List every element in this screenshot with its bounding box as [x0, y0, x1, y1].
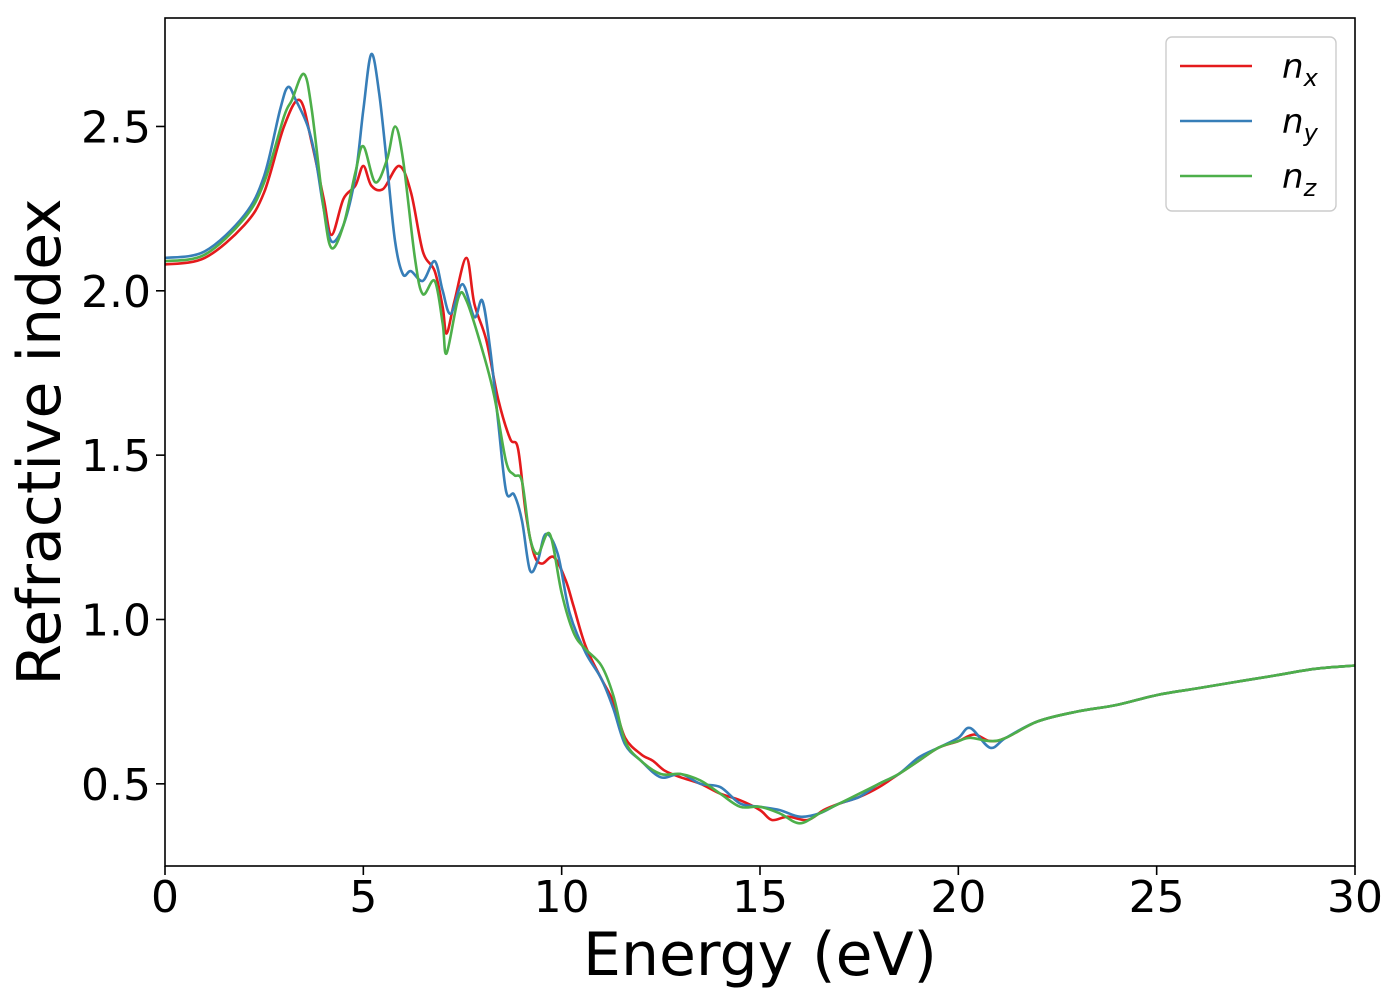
legend: nx ny nz	[1165, 36, 1337, 212]
legend-label-z: nz	[1282, 157, 1318, 202]
x-tick-label: 30	[1327, 872, 1383, 923]
x-axis-label: Energy (eV)	[583, 920, 937, 990]
x-tick-label: 25	[1129, 872, 1185, 923]
x-axis: 0 5 10 15 20 25 30	[151, 866, 1383, 923]
y-tick-label: 2.0	[81, 267, 151, 318]
y-axis: 0.5 1.0 1.5 2.0 2.5	[81, 102, 165, 811]
legend-box	[1165, 36, 1337, 212]
y-axis-label: Refractive index	[5, 198, 75, 685]
x-tick-label: 15	[732, 872, 788, 923]
legend-label-y: ny	[1282, 102, 1319, 147]
legend-label-x: nx	[1282, 47, 1319, 92]
y-tick-label: 0.5	[81, 760, 151, 811]
x-tick-label: 20	[930, 872, 986, 923]
series-line-z	[165, 72, 1355, 825]
y-tick-label: 1.0	[81, 595, 151, 646]
x-tick-label: 5	[349, 872, 377, 923]
plot-lines	[165, 52, 1355, 825]
series-line-x	[165, 98, 1355, 822]
x-tick-label: 10	[534, 872, 590, 923]
y-tick-label: 2.5	[81, 102, 151, 153]
y-tick-label: 1.5	[81, 431, 151, 482]
x-tick-label: 0	[151, 872, 179, 923]
